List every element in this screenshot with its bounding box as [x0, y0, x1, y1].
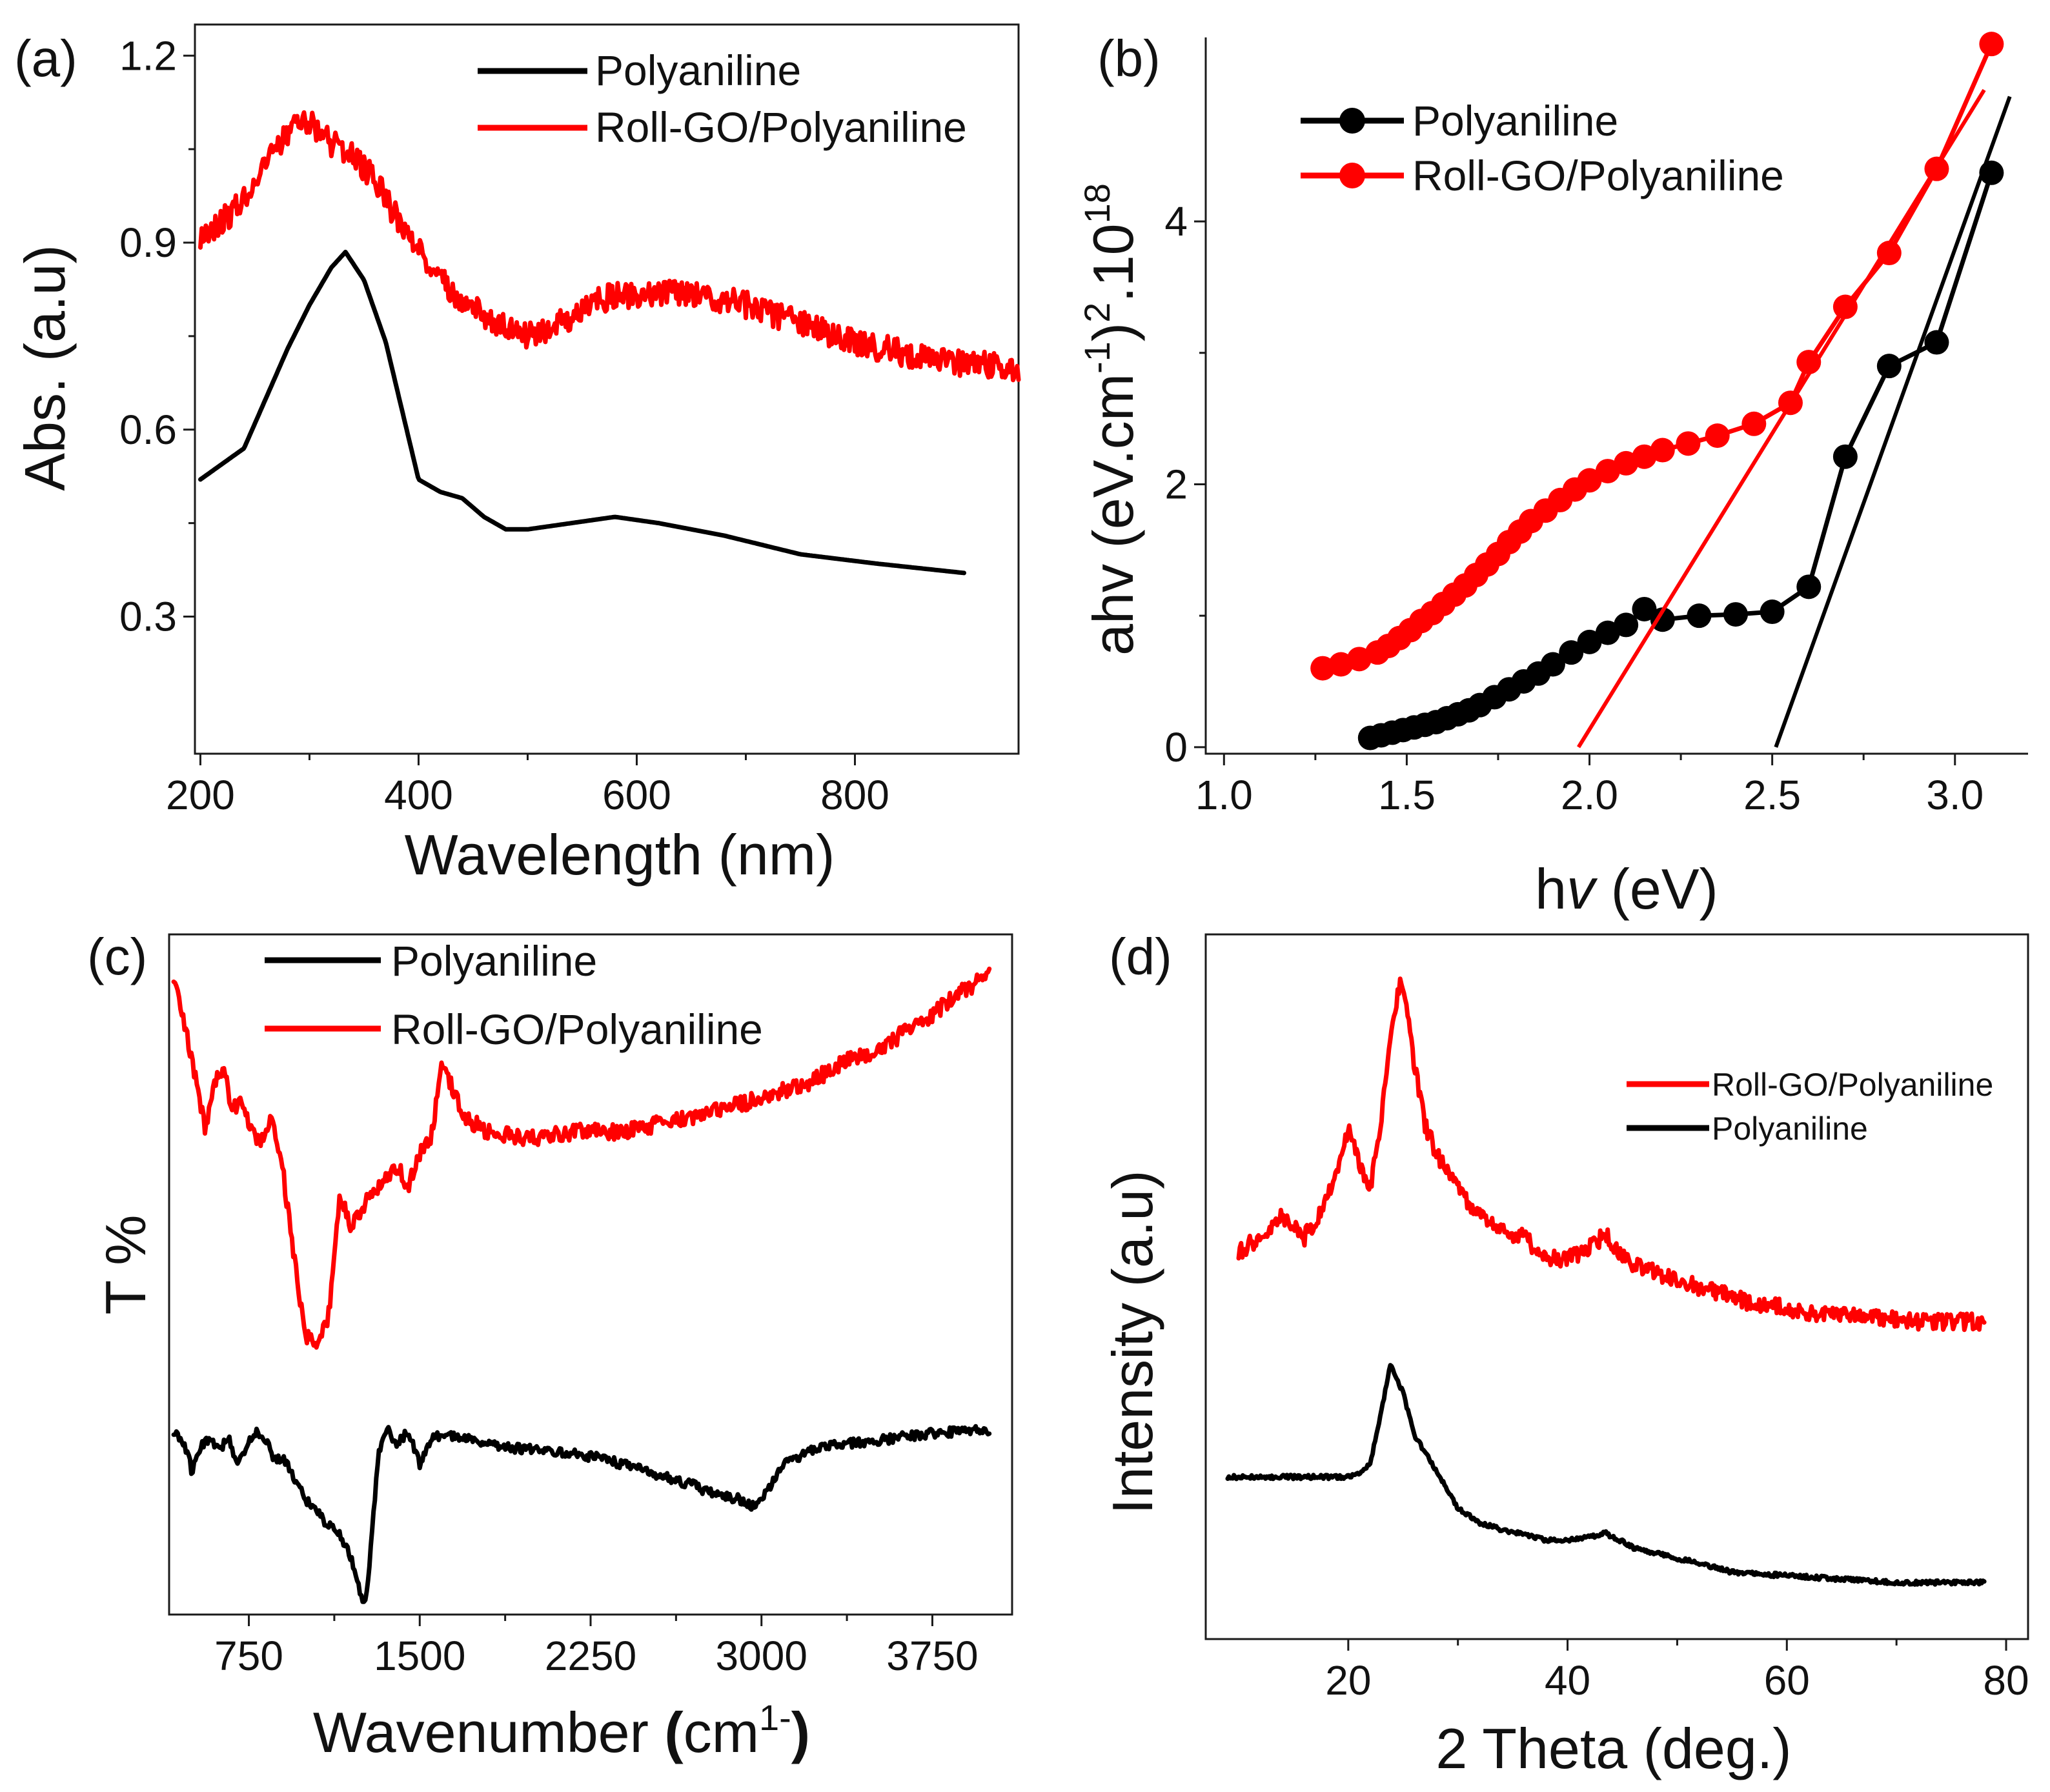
panel-d-series-polyaniline [1225, 1363, 1987, 1587]
panel-c-x-tick-label: 1500 [374, 1633, 465, 1679]
panel-b-label: (b) [1097, 30, 1161, 87]
panel-b-point-roll-go-polyaniline [1595, 459, 1620, 484]
panel-a: (a) 200 400 600 800 0.3 0.6 0.9 1.2 Polyaniline… [13, 23, 1021, 887]
panel-b-point-roll-go-polyaniline [1705, 423, 1730, 448]
panel-b-point-roll-go-polyaniline [1796, 350, 1822, 375]
panel-b: (b) 1.0 1.5 2.0 2.5 3.0 0 2 4 Polyaniline Roll-… [1077, 30, 2028, 921]
panel-b-point-roll-go-polyaniline [1676, 431, 1701, 456]
panel-a-label: (a) [14, 30, 77, 87]
panel-b-legend: Polyaniline Roll-GO/Polyaniline [1301, 97, 1784, 199]
panel-b-point-roll-go-polyaniline [1310, 656, 1335, 681]
panel-a-x-tick-label: 200 [166, 772, 235, 818]
panel-a-y-tick-label: 0.6 [119, 407, 177, 453]
panel-b-point-roll-go-polyaniline [1876, 241, 1902, 266]
panel-b-point-roll-go-polyaniline [1832, 294, 1858, 319]
panel-a-frame [194, 23, 1020, 755]
panel-b-point-polyaniline [1687, 603, 1712, 629]
panel-a-x-tick-label: 800 [820, 772, 889, 818]
panel-b-x-tick-label: 2.0 [1561, 772, 1618, 818]
legend-d-polyaniline-label: Polyaniline [1712, 1111, 1868, 1147]
panel-d-legend: Roll-GO/Polyaniline Polyaniline [1627, 1067, 1993, 1147]
panel-a-y-tick-label: 0.9 [119, 219, 177, 266]
panel-d-x-tick-label: 20 [1325, 1657, 1371, 1704]
panel-b-y-tick-label: 0 [1164, 724, 1188, 770]
panel-a-x-axis-title: Wavelength (nm) [405, 823, 835, 887]
panel-b-point-polyaniline [1632, 596, 1657, 621]
panel-d-x-axis-title: 2 Theta (deg.) [1436, 1716, 1791, 1780]
panel-b-polyaniline-fit-line [1774, 96, 2012, 748]
panel-b-point-roll-go-polyaniline [1577, 468, 1602, 493]
panel-b-point-polyaniline [1559, 640, 1584, 665]
panel-b-point-polyaniline [1924, 330, 1949, 355]
legend-b-rollgo-label: Roll-GO/Polyaniline [1412, 152, 1784, 199]
panel-b-point-polyaniline [1876, 354, 1902, 379]
legend-c-polyaniline-label: Polyaniline [391, 937, 597, 985]
panel-b-point-roll-go-polyaniline [1650, 438, 1675, 463]
legend-a-polyaniline-label: Polyaniline [595, 46, 801, 94]
panel-b-plot: 1.0 1.5 2.0 2.5 3.0 0 2 4 [1164, 32, 2028, 818]
panel-c-series-polyaniline [171, 1424, 992, 1604]
legend-b-rollgo-marker [1339, 163, 1365, 188]
panel-b-x-tick-label: 1.5 [1378, 772, 1436, 818]
panel-d-label: (d) [1109, 928, 1172, 985]
panel-a-y-tick-label: 1.2 [119, 32, 177, 79]
panel-a-legend: Polyaniline Roll-GO/Polyaniline [478, 46, 967, 151]
panel-b-point-polyaniline [1796, 574, 1822, 599]
panel-b-point-polyaniline [1577, 629, 1602, 654]
panel-a-y-tick-label: 0.3 [119, 594, 177, 640]
panel-b-y-tick-label: 2 [1164, 461, 1188, 507]
panel-b-x-tick-label: 3.0 [1926, 772, 1984, 818]
panel-d-x-tick-label: 80 [1983, 1657, 2029, 1704]
panel-a-series-roll-go-polyaniline [198, 110, 1021, 383]
panel-d-y-axis-title: Intensity (a.u) [1101, 1170, 1164, 1514]
legend-a-rollgo-label: Roll-GO/Polyaniline [595, 103, 967, 151]
panel-b-x-tick-label: 2.5 [1743, 772, 1801, 818]
legend-d-rollgo-label: Roll-GO/Polyaniline [1712, 1067, 1993, 1103]
panel-c-plot: 750 1500 2250 3000 3750 [168, 933, 1013, 1679]
panel-d-x-tick-label: 40 [1545, 1657, 1590, 1704]
panel-a-series-polyaniline [198, 250, 966, 576]
panel-b-point-roll-go-polyaniline [1741, 411, 1767, 436]
panel-d-x-tick-label: 60 [1764, 1657, 1810, 1704]
panel-a-plot: 200 400 600 800 0.3 0.6 0.9 1.2 [119, 23, 1021, 818]
panel-c-x-tick-label: 3750 [886, 1633, 978, 1679]
legend-c-rollgo-label: Roll-GO/Polyaniline [391, 1005, 763, 1053]
panel-b-point-polyaniline [1832, 444, 1858, 469]
panel-b-x-tick-label: 1.0 [1195, 772, 1253, 818]
panel-a-x-tick-label: 600 [602, 772, 671, 818]
panel-c-y-axis-title: T % [94, 1215, 157, 1315]
panel-c-x-tick-label: 3000 [716, 1633, 807, 1679]
panel-c-x-tick-label: 2250 [545, 1633, 636, 1679]
panel-b-y-tick-label: 4 [1164, 198, 1188, 245]
panel-c-series-roll-go-polyaniline [171, 966, 992, 1350]
panel-b-point-polyaniline [1760, 599, 1785, 625]
legend-b-polyaniline-marker [1339, 108, 1365, 134]
panel-c-label: (c) [87, 928, 147, 985]
panel-d-frame [1204, 933, 2029, 1640]
legend-b-polyaniline-label: Polyaniline [1412, 97, 1618, 145]
panel-d: (d) 20 40 60 80 Roll-GO/Polyaniline Polyani… [1101, 928, 2029, 1780]
panel-b-point-roll-go-polyaniline [1979, 32, 2004, 57]
panel-b-axes [1204, 37, 2028, 755]
panel-b-point-polyaniline [1723, 602, 1749, 627]
panel-c-legend: Polyaniline Roll-GO/Polyaniline [265, 937, 763, 1053]
panel-c: (c) 750 1500 2250 3000 3750 Polyaniline Roll… [87, 928, 1013, 1764]
panel-a-y-axis-title: Abs. (a.u) [13, 245, 77, 490]
panel-c-x-tick-label: 750 [214, 1633, 283, 1679]
panel-d-plot: 20 40 60 80 [1204, 933, 2029, 1704]
panel-b-y-axis-title: ahv (eV.cm-1)2.1018 [1077, 183, 1145, 656]
panel-a-x-tick-label: 400 [384, 772, 453, 818]
panel-b-x-axis-title: hv (eV) [1535, 857, 1718, 921]
panel-b-point-polyaniline [1540, 652, 1565, 677]
panel-d-series-roll-go-polyaniline [1236, 976, 1987, 1333]
panel-b-roll-go-polyaniline-fit-line [1576, 88, 1986, 749]
panel-b-point-polyaniline [1595, 620, 1620, 645]
panel-c-x-axis-title: Wavenumber (cm1-) [313, 1697, 810, 1764]
panel-b-point-polyaniline [1614, 612, 1639, 638]
panel-b-point-polyaniline [1650, 607, 1675, 632]
